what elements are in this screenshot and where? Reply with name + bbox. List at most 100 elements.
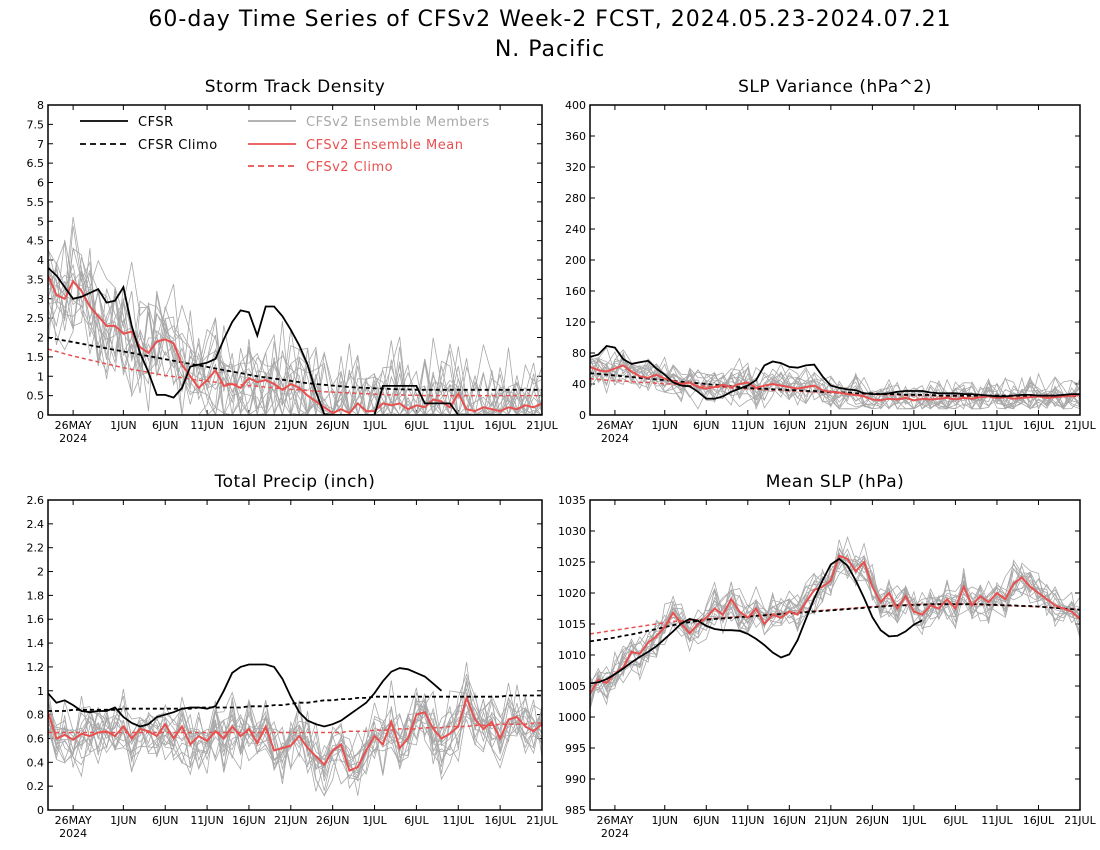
ensemble-member-line (590, 361, 1080, 410)
y-tick-label: 2 (37, 566, 44, 579)
y-tick-label: 1020 (558, 587, 586, 600)
x-year-label: 2024 (59, 432, 87, 445)
x-tick-label: 26MAY (596, 419, 633, 432)
panel-slp-variance: SLP Variance (hPa^2) 0 40 80 120 160 200 240 280… (565, 77, 1097, 445)
y-tick-label: 995 (565, 742, 586, 755)
cfsr-line (48, 663, 443, 728)
y-tick-label: 1.4 (27, 637, 45, 650)
y-tick-label: 0 (37, 409, 44, 422)
cfsr-climo-line (590, 603, 1080, 643)
y-tick-label: 3.5 (27, 273, 45, 286)
y-tick-label: 200 (565, 254, 586, 267)
x-tick-label: 16JUL (1023, 419, 1055, 432)
x-tick-label: 16JUL (1023, 814, 1055, 827)
x-tick-label: 26JUN (856, 814, 890, 827)
cfsr-line (590, 345, 1080, 400)
y-tick-label: 6 (37, 177, 44, 190)
cfsr-climo-line (48, 336, 542, 391)
y-tick-label: 1.5 (27, 351, 45, 364)
x-tick-label: 16JUN (773, 814, 807, 827)
legend: CFSR CFSR Climo CFSv2 Ensemble Members CFSv… (80, 115, 489, 175)
x-tick-label: 21JUN (814, 419, 848, 432)
legend-label: CFSR Climo (138, 138, 218, 153)
x-tick-label: 11JUL (443, 814, 475, 827)
legend-label: CFSv2 Climo (306, 160, 393, 175)
ensemble-member-line (48, 691, 542, 772)
cfsr-line (48, 267, 542, 415)
y-tick-label: 280 (565, 192, 586, 205)
plot-frame (589, 499, 1081, 811)
y-tick-label: 6.5 (27, 157, 45, 170)
ensemble-member-line (590, 354, 1080, 409)
x-tick-label: 26JUN (316, 814, 350, 827)
y-tick-label: 2.4 (27, 518, 45, 531)
ensemble-mean-line (590, 554, 1080, 694)
legend-label: CFSR (138, 115, 174, 130)
x-tick-label: 1JUN (110, 419, 137, 432)
x-tick-label: 21JUL (526, 419, 558, 432)
x-tick-label: 26JUN (856, 419, 890, 432)
y-tick-label: 3 (37, 293, 44, 306)
y-tick-label: 1.8 (27, 589, 45, 602)
x-tick-label: 1JUN (651, 814, 678, 827)
x-tick-label: 21JUL (526, 814, 558, 827)
y-tick-label: 1000 (558, 711, 586, 724)
plot-frame (47, 499, 543, 811)
ensemble-mean-line (48, 275, 542, 415)
y-tick-label: 1010 (558, 649, 586, 662)
x-tick-label: 1JUL (902, 419, 927, 432)
ensemble-mean-line (48, 694, 542, 773)
x-tick-label: 6JUN (152, 419, 179, 432)
figure-subtitle: N. Pacific (495, 37, 605, 62)
x-tick-label: 21JUL (1064, 419, 1096, 432)
y-tick-label: 7 (37, 138, 44, 151)
y-tick-label: 2 (37, 332, 44, 345)
y-tick-label: 80 (572, 347, 586, 360)
y-tick-label: 1030 (558, 525, 586, 538)
y-tick-label: 2.5 (27, 312, 45, 325)
panel-title: SLP Variance (hPa^2) (738, 77, 932, 97)
y-tick-label: 40 (572, 378, 586, 391)
panel-title: Storm Track Density (205, 77, 386, 97)
ensemble-member-line (48, 248, 542, 415)
panel-title: Total Precip (inch) (214, 472, 376, 492)
y-tick-label: 120 (565, 316, 586, 329)
figure-title: 60-day Time Series of CFSv2 Week-2 FCST,… (148, 7, 951, 32)
y-tick-label: 240 (565, 223, 586, 236)
y-tick-label: 8 (37, 99, 44, 112)
x-tick-label: 16JUN (232, 814, 266, 827)
x-tick-label: 16JUN (773, 419, 807, 432)
legend-label: CFSv2 Ensemble Mean (306, 138, 463, 153)
x-tick-label: 11JUN (190, 814, 224, 827)
y-tick-label: 985 (565, 804, 586, 817)
y-tick-label: 160 (565, 285, 586, 298)
y-tick-label: 400 (565, 99, 586, 112)
plot-frame (47, 104, 543, 416)
plot-frame (589, 104, 1081, 416)
x-tick-label: 16JUL (484, 814, 516, 827)
y-tick-label: 0 (579, 409, 586, 422)
y-tick-label: 1025 (558, 556, 586, 569)
y-tick-label: 990 (565, 773, 586, 786)
x-tick-label: 11JUL (981, 419, 1013, 432)
x-tick-label: 11JUL (443, 419, 475, 432)
x-tick-label: 21JUN (274, 814, 308, 827)
x-tick-label: 21JUN (274, 419, 308, 432)
y-tick-label: 1 (37, 685, 44, 698)
y-tick-label: 1015 (558, 618, 586, 631)
y-tick-label: 5.5 (27, 196, 45, 209)
y-tick-label: 0.5 (27, 390, 45, 403)
x-tick-label: 16JUL (484, 419, 516, 432)
plot-area (48, 217, 542, 415)
x-tick-label: 6JUN (693, 814, 720, 827)
plot-area (590, 535, 1080, 710)
x-tick-label: 11JUN (731, 814, 765, 827)
y-tick-label: 0.8 (27, 709, 45, 722)
x-tick-label: 26MAY (55, 814, 92, 827)
y-tick-label: 0 (37, 804, 44, 817)
y-tick-label: 1 (37, 370, 44, 383)
panel-title: Mean SLP (hPa) (766, 472, 905, 492)
panel-mean-slp: Mean SLP (hPa) 985 990 995 1000 1005 1010 1015 1… (558, 472, 1097, 840)
x-tick-label: 11JUN (731, 419, 765, 432)
x-tick-label: 26JUN (316, 419, 350, 432)
